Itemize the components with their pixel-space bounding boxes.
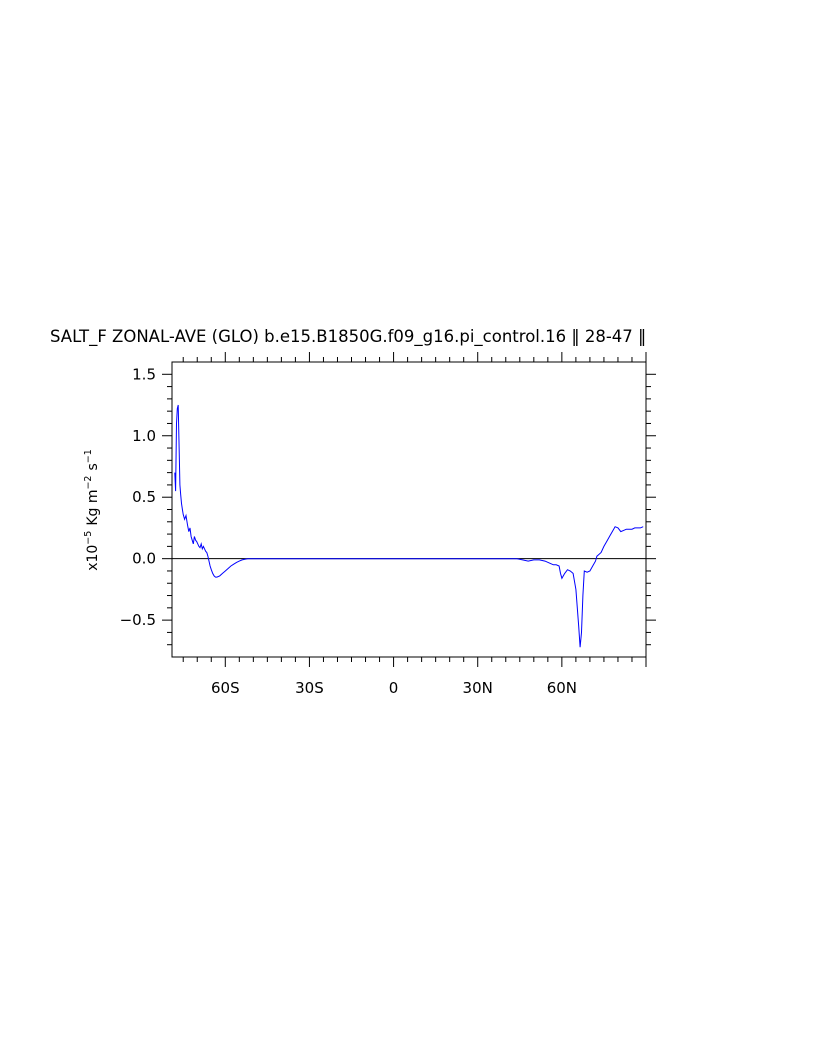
series-line xyxy=(174,404,644,648)
plot-area: 60S 30S 0 30N 60N 1.5 1.0 0.5 0.0 −0.5 xyxy=(120,352,656,697)
y-label-unit1: Kg m xyxy=(85,490,101,526)
x-tick-label: 30S xyxy=(295,679,324,697)
y-label-prefix-exponent: −5 xyxy=(83,531,94,545)
chart-title: SALT_F ZONAL-AVE (GLO) b.e15.B1850G.f09_… xyxy=(50,327,646,347)
y-tick-label: 1.5 xyxy=(132,365,156,383)
y-tick-label: −0.5 xyxy=(120,611,156,629)
y-tick-label: 1.0 xyxy=(132,427,156,445)
x-tick-label: 60N xyxy=(547,679,577,697)
y-tick-label: 0.5 xyxy=(132,488,156,506)
x-tick-label: 60S xyxy=(211,679,240,697)
plot-frame xyxy=(171,361,647,658)
y-label-prefix: x10 xyxy=(85,545,101,571)
y-tick-label: 0.0 xyxy=(132,550,156,568)
x-tick-label: 30N xyxy=(463,679,493,697)
y-label-unit1-exponent: −2 xyxy=(83,476,94,490)
y-axis-label: x10−5 Kg m−2 s−1 xyxy=(83,449,101,571)
y-label-unit2-exponent: −1 xyxy=(83,449,94,463)
x-tick-label: 0 xyxy=(389,679,399,697)
y-label-unit2: s xyxy=(85,463,101,470)
